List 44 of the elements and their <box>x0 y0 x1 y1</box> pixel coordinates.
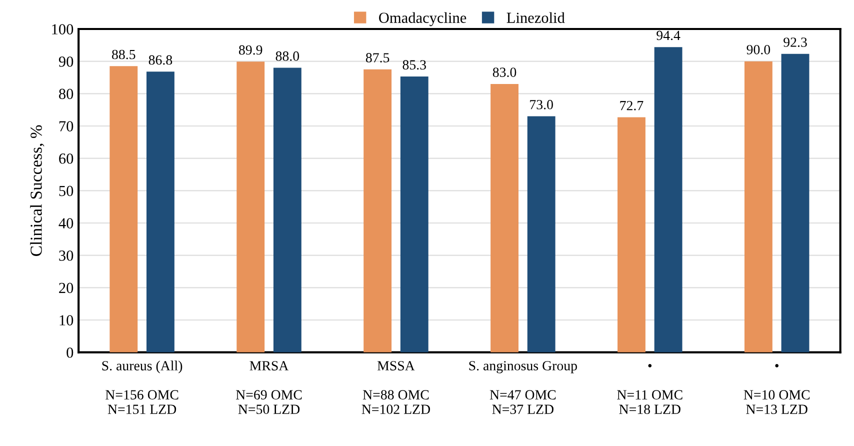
data-label: 86.8 <box>148 55 172 65</box>
y-tick-label: 70 <box>59 121 74 132</box>
bar <box>273 68 302 352</box>
y-tick-label: 50 <box>59 186 74 196</box>
data-label: 90.0 <box>746 44 770 54</box>
bar <box>146 72 174 352</box>
category-label: S. aureus (All) N=156 OMC N=151 LZD <box>102 360 182 414</box>
bar <box>400 76 428 352</box>
y-tick-label: 90 <box>58 56 74 67</box>
data-label: 94.4 <box>656 30 680 40</box>
bar <box>618 117 646 352</box>
data-label: 88.0 <box>276 51 300 61</box>
y-tick-label: 10 <box>60 315 74 326</box>
y-tick-label: 30 <box>59 250 74 261</box>
y-tick-label: 60 <box>59 153 74 164</box>
data-label: 73.0 <box>530 100 553 110</box>
y-tick-label: 20 <box>59 282 74 294</box>
y-tick-label: 40 <box>58 218 74 228</box>
category-label: • N=11 OMC N=18 LZD <box>617 364 682 414</box>
category-label: • N=10 OMC N=13 LZD <box>744 364 810 414</box>
data-label: 89.9 <box>238 45 262 55</box>
data-label: 88.5 <box>112 50 136 60</box>
bar <box>490 84 518 352</box>
bar <box>654 47 682 352</box>
bar <box>236 62 265 352</box>
bar <box>110 66 138 352</box>
bar <box>364 69 392 352</box>
legend-label: Omadacycline <box>379 12 466 26</box>
data-label: 85.3 <box>402 60 426 70</box>
bar <box>527 116 556 352</box>
legend-label: Linezolid <box>506 12 565 23</box>
bar <box>781 54 810 352</box>
bar <box>744 61 772 352</box>
data-label: 83.0 <box>492 68 516 78</box>
data-label: 87.5 <box>366 53 390 62</box>
data-label: 92.3 <box>784 38 807 47</box>
y-axis-title: Clinical Success, % <box>30 125 44 256</box>
y-tick-label: 100 <box>52 24 74 34</box>
category-label: S. anginosus Group N=47 OMC N=37 LZD <box>469 361 577 414</box>
y-tick-label: 80 <box>59 88 74 100</box>
category-label: MRSA N=69 OMC N=50 LZD <box>236 361 302 414</box>
data-label: 72.7 <box>620 100 644 110</box>
category-label: MSSA N=88 OMC N=102 LZD <box>362 361 430 414</box>
y-tick-label: 0 <box>66 347 74 358</box>
